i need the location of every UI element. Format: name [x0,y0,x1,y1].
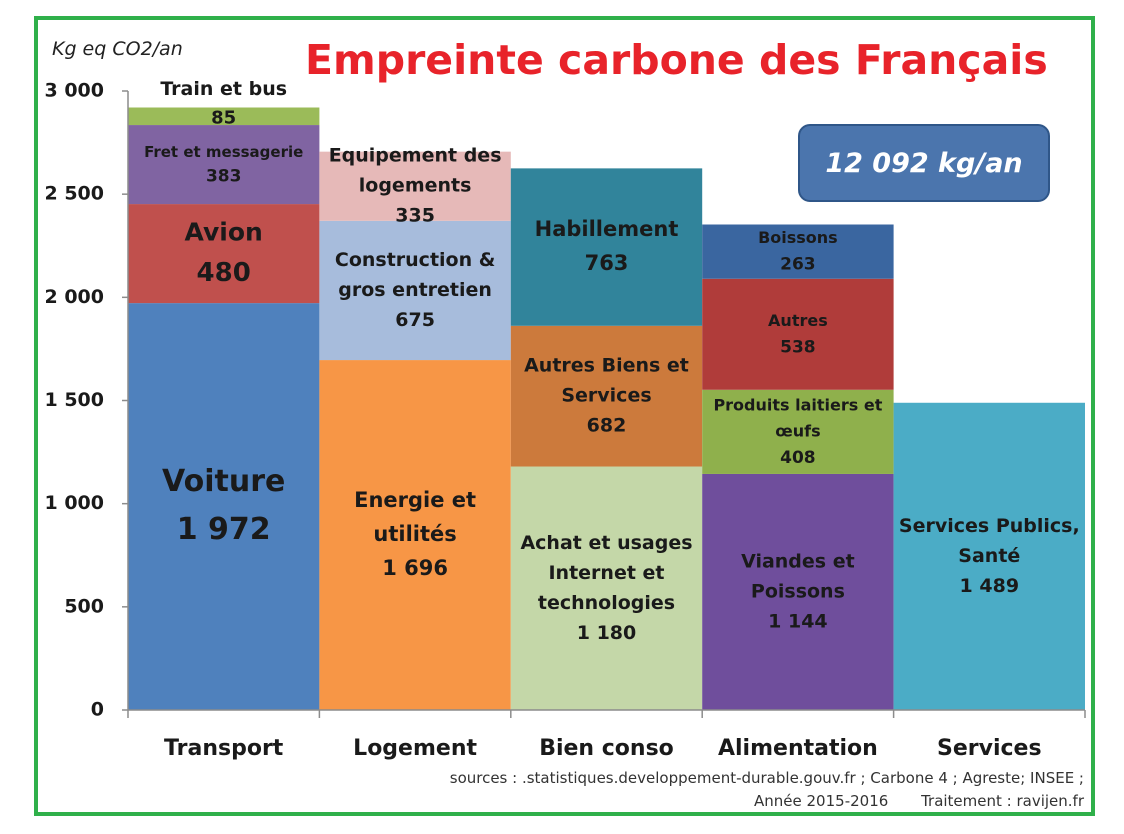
segment-label: Viandes et [741,550,855,572]
segment-value: 85 [211,107,236,128]
segment-label: logements [359,175,472,197]
sources-treatment: Traitement : ravijen.fr [921,792,1084,810]
segment-label: technologies [538,592,675,614]
segment-label: Habillement [535,217,679,241]
bar-segment [319,360,511,710]
total-badge: 12 092 kg/an [798,124,1050,202]
total-value: 12 092 kg/an [825,147,1023,179]
bar-segment [128,303,320,710]
y-tick-label: 500 [64,595,104,617]
y-tick-label: 1 000 [45,492,105,514]
bar-segment [702,389,894,474]
segment-label: Voiture [162,464,285,499]
segment-label: gros entretien [338,279,492,301]
segment-label: Poissons [751,580,845,602]
x-tick-label: Services [937,736,1042,761]
bar-segment [510,466,703,710]
segment-value: 480 [197,258,251,288]
bar-segment [702,224,894,279]
bar-segment [128,204,320,304]
y-tick-label: 2 000 [45,286,105,308]
bar-segment [510,325,703,467]
segment-value: 1 972 [177,512,271,547]
segment-label: Energie et [354,488,476,512]
bar-segment [319,151,511,221]
segment-value: 1 489 [960,575,1020,597]
bar-segment [510,168,703,326]
segment-value: 408 [780,448,816,468]
x-tick-label: Bien conso [539,736,674,761]
x-tick-label: Alimentation [718,736,878,761]
segment-label: Produits laitiers et [713,395,882,414]
y-tick-label: 3 000 [45,80,105,102]
segment-value: 682 [587,415,627,437]
segment-label: Internet et [548,562,664,584]
segment-value: 1 696 [382,556,448,580]
bar-segment [128,125,320,205]
segment-value: 335 [395,205,435,227]
segment-label: Avion [185,218,263,247]
chart-title: Empreinte carbone des Français [305,36,1048,84]
segment-value: 1 180 [577,622,637,644]
segment-value: 675 [395,309,435,331]
bar-segment [702,278,894,390]
y-tick-label: 0 [91,699,104,721]
segment-label: Fret et messagerie [144,143,303,161]
sources-line: sources : .statistiques.developpement-du… [449,769,1084,787]
y-axis-unit-label: Kg eq CO2/an [52,38,183,60]
x-tick-label: Transport [164,736,284,761]
segment-label: utilités [373,522,456,546]
bar-segment [128,107,320,126]
bar-segment [702,473,894,710]
segment-label: Services [561,385,651,407]
segment-label: Services Publics, [899,515,1080,537]
segment-label: Train et bus [160,78,287,100]
chart-frame [34,16,1095,816]
x-tick-label: Logement [353,736,477,761]
segment-value: 1 144 [768,610,828,632]
bar-segment [893,402,1085,710]
segment-label: Autres Biens et [524,355,689,377]
segment-value: 383 [206,167,242,187]
segment-label: Construction & [335,249,495,271]
sources-footer: Année 2015-2016 Traitement : ravijen.fr [450,790,1084,813]
segment-label: Boissons [758,228,838,247]
segment-value: 263 [780,255,816,275]
segment-label: Achat et usages [520,532,692,554]
segment-label: Santé [958,545,1020,567]
segment-label: Equipement des [329,145,502,167]
y-tick-label: 2 500 [45,183,105,205]
bar-segment [319,220,511,361]
sources-note: sources : .statistiques.developpement-du… [450,767,1084,813]
segment-label: œufs [775,421,820,440]
segment-value: 538 [780,337,816,357]
y-tick-label: 1 500 [45,389,105,411]
segment-label: Autres [768,311,828,330]
segment-value: 763 [585,251,629,275]
sources-year: Année 2015-2016 [754,792,889,810]
